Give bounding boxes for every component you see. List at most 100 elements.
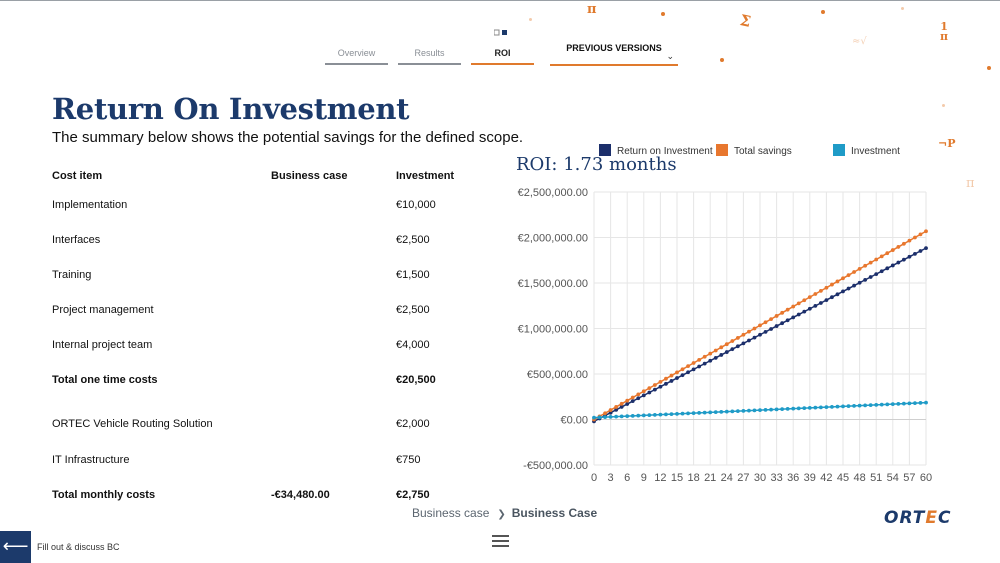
data-point bbox=[896, 245, 901, 249]
data-point bbox=[857, 403, 862, 408]
data-point bbox=[796, 301, 801, 306]
data-point bbox=[763, 329, 768, 334]
cost-item: Total one time costs bbox=[52, 374, 158, 386]
tab-results[interactable]: Results bbox=[398, 44, 461, 65]
data-point bbox=[774, 324, 779, 328]
data-point bbox=[697, 357, 702, 362]
data-point bbox=[697, 410, 702, 415]
data-point bbox=[608, 410, 613, 415]
data-point bbox=[625, 402, 630, 406]
data-point bbox=[647, 386, 652, 391]
data-point bbox=[785, 406, 790, 411]
data-point bbox=[918, 232, 923, 237]
data-point bbox=[752, 335, 757, 340]
data-point bbox=[724, 350, 729, 354]
data-point bbox=[841, 289, 845, 294]
data-point bbox=[863, 403, 868, 408]
data-point bbox=[597, 415, 602, 420]
data-point bbox=[824, 285, 829, 290]
sigma-decoration: Σ bbox=[738, 11, 753, 31]
column-header: Business case bbox=[271, 170, 348, 182]
data-point bbox=[658, 384, 663, 389]
data-point bbox=[730, 347, 735, 352]
data-point bbox=[824, 298, 829, 302]
tab-overview[interactable]: Overview bbox=[325, 44, 388, 65]
data-point bbox=[879, 269, 884, 274]
data-point bbox=[796, 406, 801, 411]
x-tick-label: 24 bbox=[721, 472, 733, 484]
data-point bbox=[785, 307, 790, 312]
data-point bbox=[592, 415, 596, 420]
data-point bbox=[614, 405, 619, 409]
data-point bbox=[741, 408, 746, 413]
x-tick-label: 48 bbox=[853, 472, 865, 484]
y-tick-label: €2,500,000.00 bbox=[518, 187, 588, 199]
back-button[interactable]: ⟵ bbox=[0, 531, 31, 563]
data-point bbox=[758, 408, 762, 413]
data-point bbox=[807, 295, 812, 300]
orange-dot bbox=[987, 66, 991, 70]
column-header: Cost item bbox=[52, 170, 103, 182]
legend-swatch bbox=[833, 144, 845, 156]
data-point bbox=[636, 396, 641, 401]
table-row: Training €1,500 bbox=[52, 269, 492, 285]
investment-value: €750 bbox=[396, 454, 421, 466]
data-point bbox=[868, 403, 873, 408]
breadcrumb-parent[interactable]: Business case bbox=[412, 506, 490, 520]
tab-label: ROI bbox=[494, 48, 511, 58]
cost-item: Training bbox=[52, 269, 92, 281]
data-point bbox=[719, 353, 724, 357]
data-point bbox=[907, 254, 912, 259]
x-tick-label: 12 bbox=[654, 472, 666, 484]
data-point bbox=[830, 282, 834, 287]
x-tick-label: 15 bbox=[671, 472, 683, 484]
data-point bbox=[885, 251, 890, 256]
data-point bbox=[636, 413, 641, 418]
data-point bbox=[913, 235, 917, 240]
data-point bbox=[647, 390, 652, 395]
data-point bbox=[907, 238, 912, 243]
data-point bbox=[691, 361, 696, 365]
y-tick-label: €2,000,000.00 bbox=[518, 233, 588, 245]
data-point bbox=[874, 257, 879, 262]
menu-icon[interactable] bbox=[492, 535, 509, 549]
data-point bbox=[830, 295, 834, 300]
data-point bbox=[608, 408, 613, 412]
tab-label: Overview bbox=[337, 48, 376, 58]
orange-dot bbox=[942, 104, 945, 107]
data-point bbox=[918, 249, 923, 253]
table-row: ORTEC Vehicle Routing Solution €2,000 bbox=[52, 418, 492, 434]
data-point bbox=[708, 358, 713, 363]
data-point bbox=[641, 413, 646, 418]
table-total-row: Total monthly costs -€34,480.00 €2,750 bbox=[52, 489, 492, 505]
data-point bbox=[658, 379, 663, 384]
data-point bbox=[857, 266, 862, 271]
previous-versions-dropdown[interactable]: PREVIOUS VERSIONS ⌄ bbox=[550, 40, 678, 66]
investment-value: €2,500 bbox=[396, 304, 430, 316]
table-row: Project management €2,500 bbox=[52, 304, 492, 320]
cost-item: Project management bbox=[52, 304, 154, 316]
logo-accent: E bbox=[925, 508, 938, 528]
data-point bbox=[680, 367, 685, 372]
breadcrumb-current: Business Case bbox=[511, 506, 598, 520]
x-tick-label: 45 bbox=[837, 472, 849, 484]
data-point bbox=[758, 323, 762, 328]
data-point bbox=[686, 370, 690, 375]
x-tick-label: 6 bbox=[624, 472, 630, 484]
data-point bbox=[835, 292, 840, 297]
back-label: Fill out & discuss BC bbox=[37, 542, 120, 552]
tab-roi[interactable]: ROI bbox=[471, 44, 534, 65]
data-point bbox=[724, 409, 729, 414]
data-point bbox=[675, 411, 679, 416]
data-point bbox=[625, 414, 630, 419]
cost-item: IT Infrastructure bbox=[52, 454, 130, 466]
data-point bbox=[675, 376, 679, 380]
logo-text: ORT bbox=[884, 508, 926, 528]
data-point bbox=[818, 301, 823, 305]
data-point bbox=[614, 407, 619, 412]
data-point bbox=[791, 315, 796, 320]
data-point bbox=[813, 405, 818, 410]
data-point bbox=[619, 401, 624, 406]
y-tick-label: €0.00 bbox=[560, 415, 588, 427]
data-point bbox=[857, 280, 862, 285]
